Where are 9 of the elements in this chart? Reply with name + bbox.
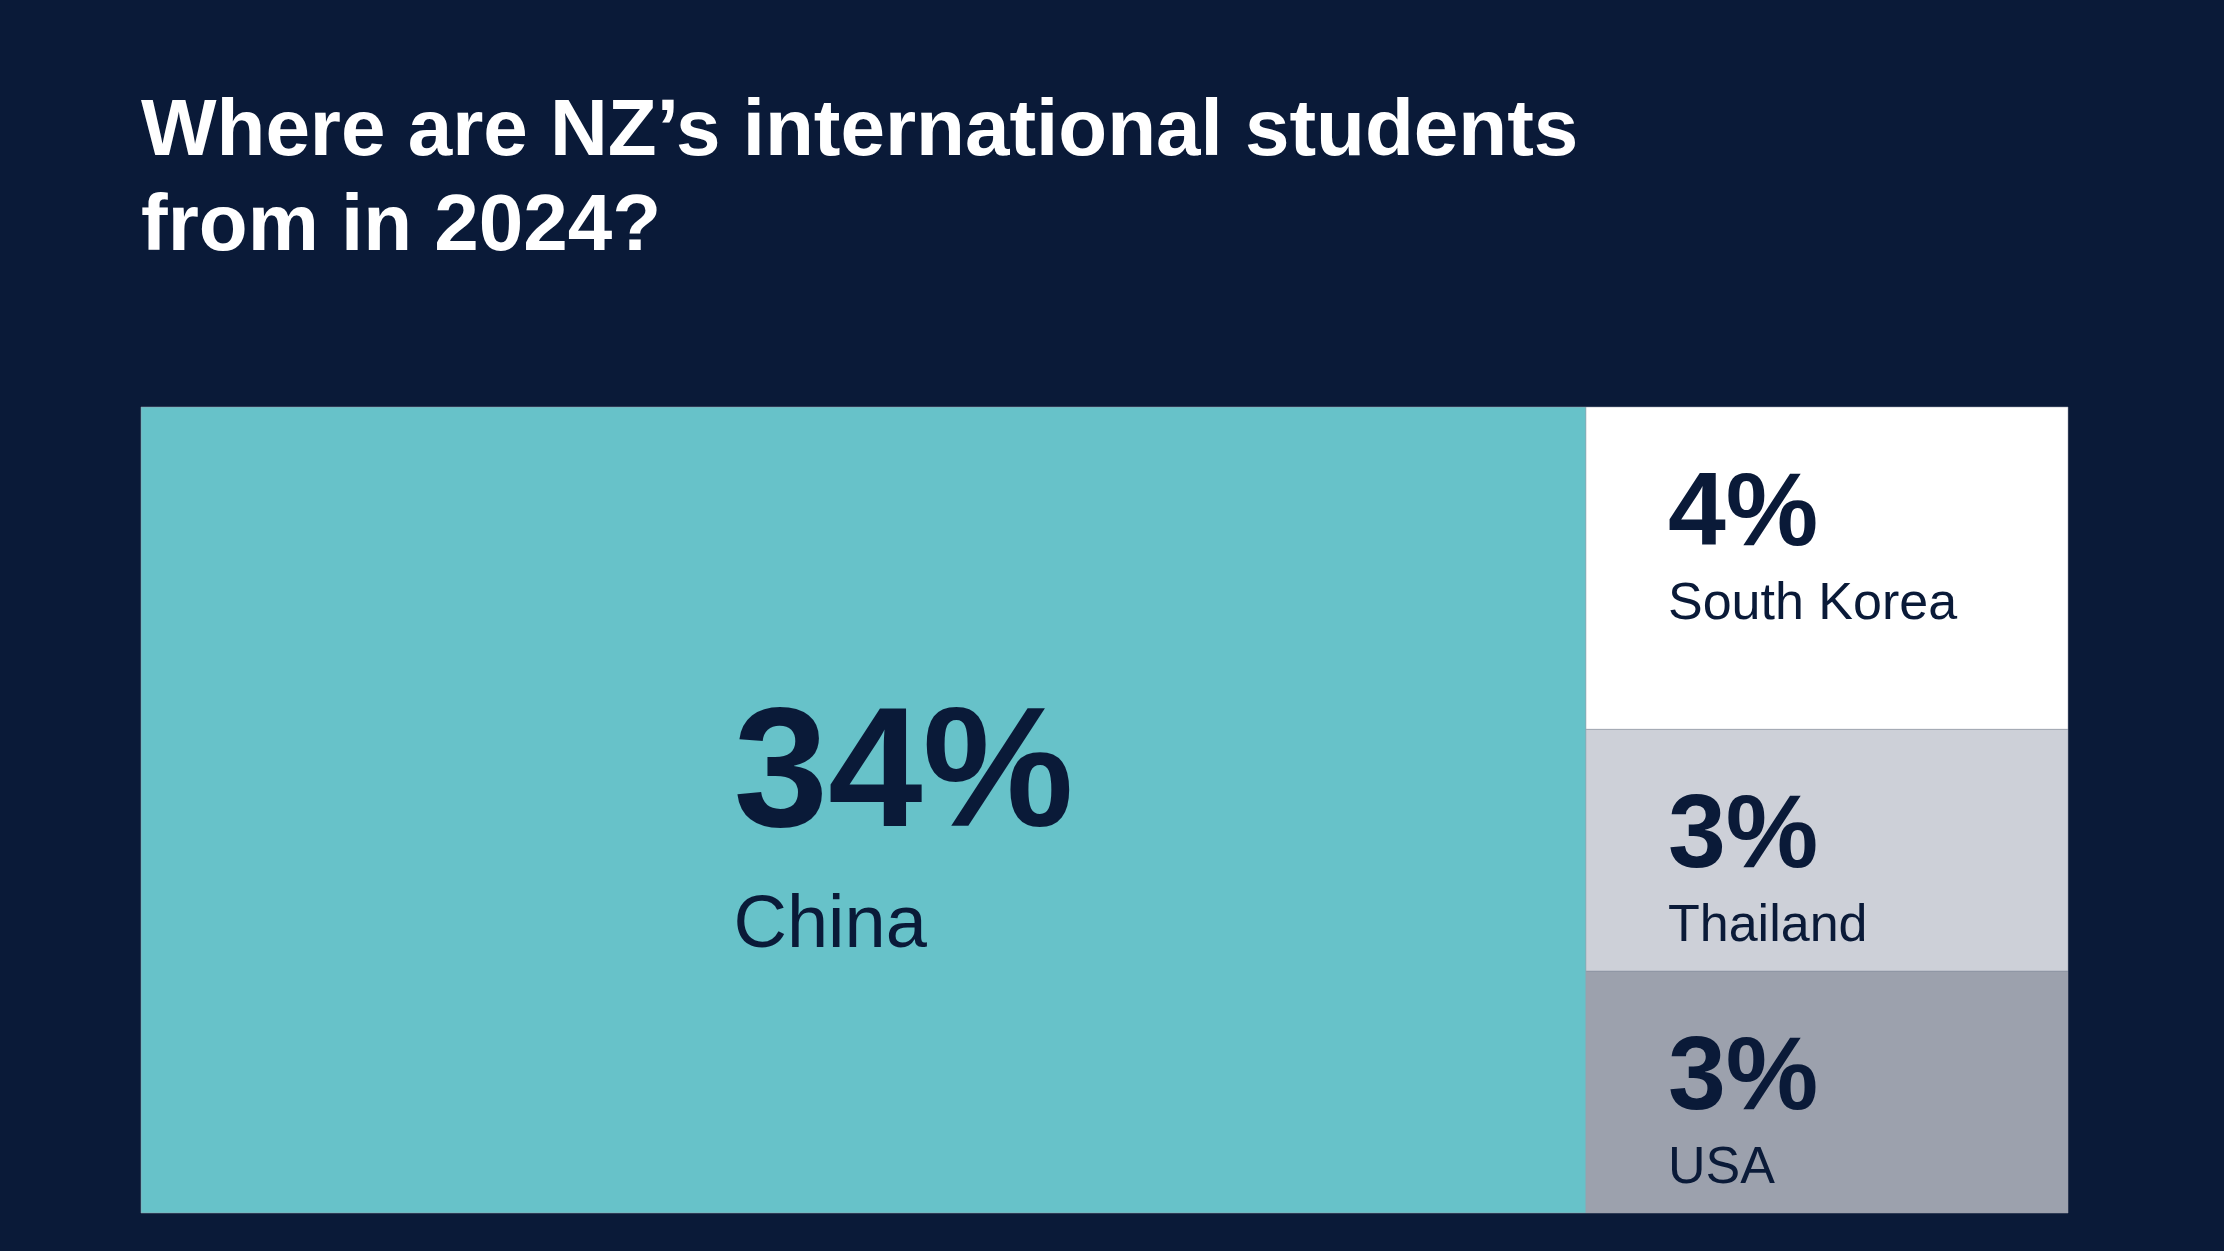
text: Where are NZ’s international students from in 2024? [141,83,1579,267]
category-label: South Korea [1668,572,1958,630]
data-label: 4% [1668,451,1819,567]
data-label: 3% [1668,1015,1819,1132]
category-label: USA [1668,1136,1776,1195]
category-label: Thailand [1668,894,1868,953]
data-label: 3% [1668,773,1819,890]
category-label: China [733,880,928,964]
data-label: 34% [733,672,1074,863]
